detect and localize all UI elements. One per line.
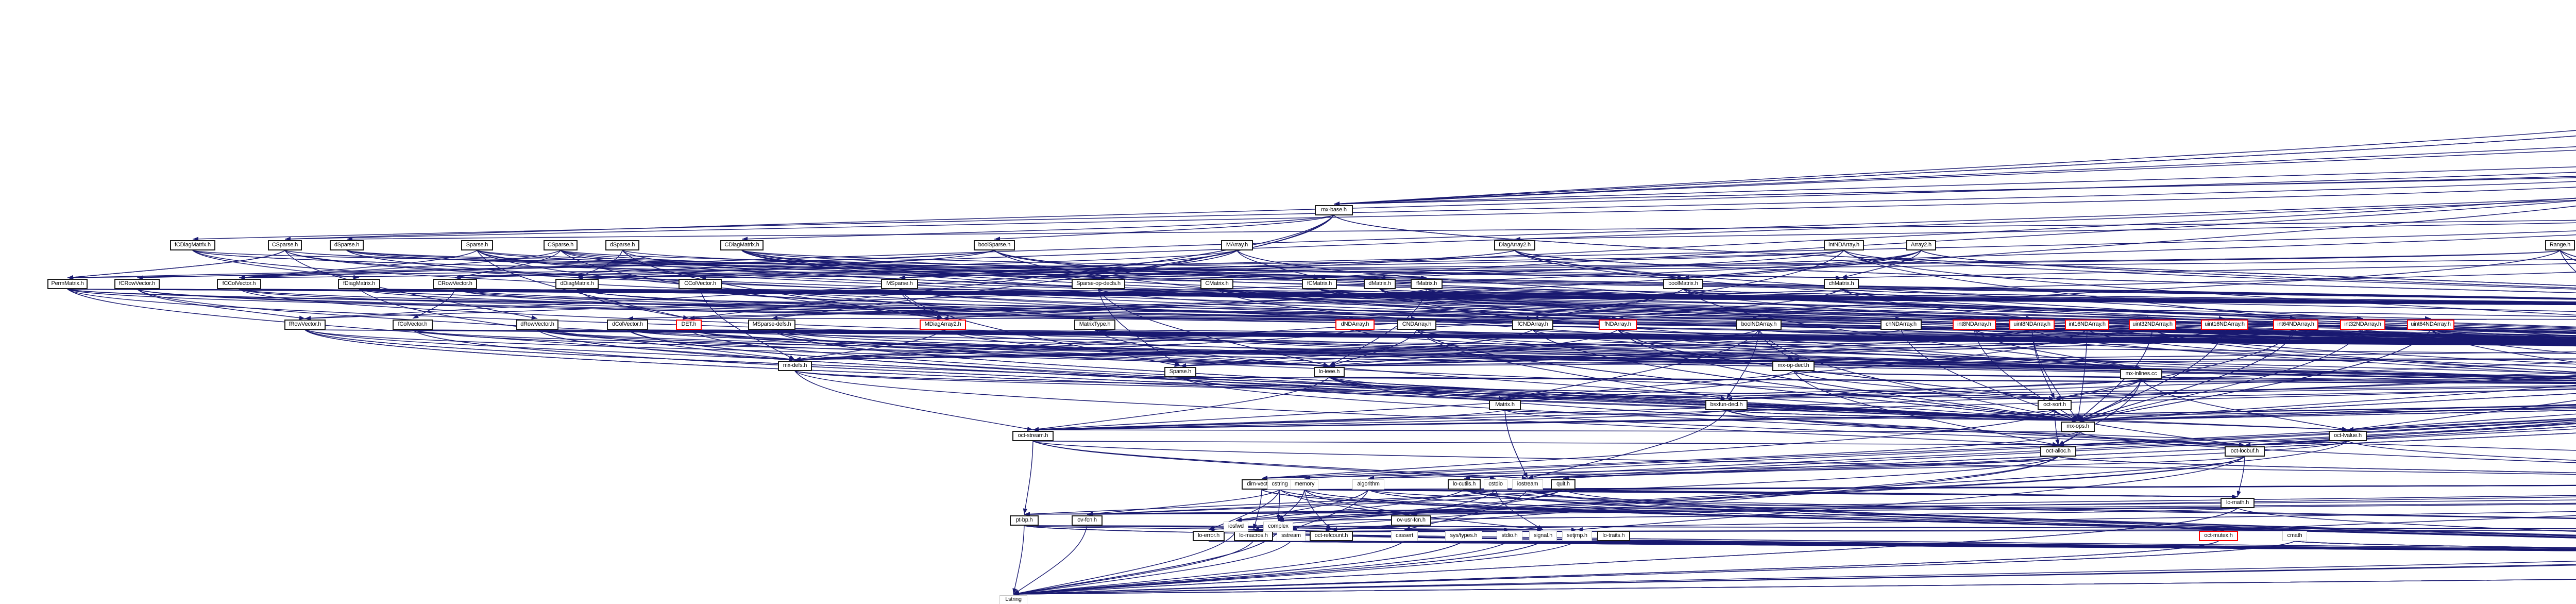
graph-node-oct-refcount-h[interactable]: oct-refcount.h [1310,531,1353,541]
graph-node-mdiagarray2-h[interactable]: MDiagArray2.h [920,320,966,330]
graph-node-array2-h[interactable]: Array2.h [1906,240,1936,250]
graph-node-fcolvector-h[interactable]: fColVector.h [393,320,433,330]
graph-node-boolmatrix-h[interactable]: boolMatrix.h [1663,279,1703,289]
graph-node-int64ndarray-h[interactable]: int64NDArray.h [2273,320,2318,330]
graph-node-iostream[interactable]: iostream [1512,479,1543,490]
graph-node-fccolvector-h[interactable]: fCColVector.h [217,279,261,289]
graph-node-uint32ndarray-h[interactable]: uint32NDArray.h [2129,320,2176,330]
graph-node-cdiagmatrix-h[interactable]: CDiagMatrix.h [720,240,764,250]
graph-node-dcolvector-h[interactable]: dColVector.h [607,320,648,330]
graph-node-lo-math-h[interactable]: lo-math.h [2221,498,2255,508]
graph-node-fcdiagmatrix-h[interactable]: fCDiagMatrix.h [170,240,215,250]
graph-node-fcrowvector-h[interactable]: fCRowVector.h [114,279,160,289]
graph-node-stdio-h[interactable]: stdio.h [1497,531,1522,541]
graph-node-oct-lvalue[interactable]: oct-lvalue.h [2329,431,2367,441]
graph-node-boolndarray-h[interactable]: boolNDArray.h [1736,320,1782,330]
graph-node-diagarray2-h[interactable]: DiagArray2.h [1494,240,1535,250]
graph-node-dndarray-h[interactable]: dNDArray.h [1335,320,1375,330]
graph-node-pt-eval-fwd[interactable]: Matrix.h [1489,400,1521,410]
graph-node-quit-h[interactable]: quit.h [1551,479,1575,490]
graph-node-fcmatrix-h[interactable]: fCMatrix.h [1302,279,1337,289]
graph-node-mx-inlines-cc[interactable]: mx-inlines.cc [2120,369,2162,379]
graph-node-boolsparse-h[interactable]: boolSparse.h [974,240,1015,250]
graph-node-det-h[interactable]: DET.h [676,320,702,330]
graph-node-dsparse2-h[interactable]: dSparse.h [605,240,639,250]
graph-node-oct-locbuf-h[interactable]: oct-locbuf.h [2225,446,2265,457]
graph-node-uint64ndarray-h[interactable]: uint64NDArray.h [2407,320,2454,330]
graph-node-uint8ndarray-h[interactable]: uint8NDArray.h [2009,320,2055,330]
graph-node-bsxfun[interactable]: bsxfun-decl.h [1705,400,1748,410]
graph-node-mx-base-h[interactable]: mx-base.h [1315,205,1353,215]
graph-node-memory[interactable]: memory [1291,479,1318,490]
graph-node-fmatrix-h[interactable]: fMatrix.h [1411,279,1443,289]
graph-node-permmatrix-h[interactable]: PermMatrix.h [47,279,88,289]
graph-node-crowvector-h[interactable]: CRowVector.h [433,279,477,289]
graph-node-sys-types-h[interactable]: sys/types.h [1445,531,1482,541]
graph-node-lo-ieee-h[interactable]: lo-ieee.h [1314,367,1345,377]
graph-node-msparse-defs-h[interactable]: MSparse-defs.h [748,320,795,330]
graph-node-matrixtype-h[interactable]: MatrixType.h [1074,320,1115,330]
graph-node-lstring[interactable]: Lstring [999,595,1027,604]
graph-node-uint16ndarray-h[interactable]: uint16NDArray.h [2201,320,2248,330]
graph-node-drowvector-h[interactable]: dRowVector.h [516,320,558,330]
graph-node-mx-ops-h[interactable]: mx-ops.h [2061,422,2095,432]
graph-node-lo-traits-h[interactable]: lo-traits.h [1597,531,1630,541]
graph-node-fcndarray-h[interactable]: fCNDArray.h [1512,320,1553,330]
graph-node-cstdio[interactable]: cstdio [1484,479,1507,490]
graph-node-ov-usr-fcn[interactable]: ov-usr-fcn.h [1391,515,1431,526]
graph-node-dmatrix-h[interactable]: dMatrix.h [1364,279,1396,289]
graph-node-cmath[interactable]: cmath [2282,531,2307,541]
graph-node-sparse-op-decls-h[interactable]: Sparse-op-decls.h [1072,279,1125,289]
graph-node-fndarray-h[interactable]: fNDArray.h [1599,320,1637,330]
graph-node-signal-h[interactable]: signal.h [1529,531,1557,541]
graph-node-dsparse-h[interactable]: dSparse.h [330,240,364,250]
graph-node-csparse2-h[interactable]: CSparse.h [544,240,578,250]
graph-node-int32ndarray-h[interactable]: int32NDArray.h [2340,320,2385,330]
graph-node-oct-mutex-h[interactable]: oct-mutex.h [2199,531,2238,541]
graph-node-marray-h[interactable]: MArray.h [1221,240,1253,250]
graph-node-int8ndarray-h[interactable]: int8NDArray.h [1953,320,1996,330]
graph-node-range-h[interactable]: Range.h [2545,240,2575,250]
graph-node-cndarray-h[interactable]: CNDArray.h [1397,320,1436,330]
graph-node-chndarray-h[interactable]: chNDArray.h [1880,320,1922,330]
graph-node-cassert[interactable]: cassert [1391,531,1418,541]
graph-node-complex[interactable]: complex [1263,522,1293,532]
graph-node-int16ndarray-h[interactable]: int16NDArray.h [2065,320,2109,330]
graph-node-sstream[interactable]: sstream [1277,531,1306,541]
graph-node-pt-bp[interactable]: pt-bp.h [1010,515,1039,526]
graph-node-fdiagmatrix-h[interactable]: fDiagMatrix.h [338,279,380,289]
graph-node-lo-cutils-h[interactable]: lo-cutils.h [1448,479,1481,490]
graph-node-frowvector-h[interactable]: fRowVector.h [284,320,326,330]
graph-node-mx-defs-h[interactable]: mx-defs.h [778,361,812,371]
graph-node-intndarray-h[interactable]: intNDArray.h [1824,240,1864,250]
graph-node-cmatrix-h[interactable]: CMatrix.h [1200,279,1233,289]
graph-node-sparse-h[interactable]: Sparse.h [461,240,493,250]
graph-node-lo-macros-h[interactable]: lo-macros.h [1234,531,1273,541]
graph-node-setjmp-h[interactable]: setjmp.h [1562,531,1592,541]
graph-node-cstring[interactable]: cstring [1267,479,1292,490]
graph-node-algorithm[interactable]: algorithm [1352,479,1384,490]
graph-node-mx-op-decl-h[interactable]: mx-op-decl.h [1772,361,1815,371]
graph-node-msparse-h[interactable]: MSparse.h [881,279,918,289]
graph-node-ccolvector-h[interactable]: CColVector.h [679,279,722,289]
graph-node-csparse-h[interactable]: CSparse.h [268,240,302,250]
graph-node-ov-fcn[interactable]: ov-fcn.h [1072,515,1103,526]
graph-node-oct-stream[interactable]: oct-stream.h [1012,431,1054,441]
graph-node-lo-error-h[interactable]: lo-error.h [1193,531,1225,541]
graph-node-sparse2-h[interactable]: Sparse.h [1164,367,1196,377]
graph-node-chmatrix-h[interactable]: chMatrix.h [1824,279,1859,289]
graph-node-oct-sort-h[interactable]: oct-sort.h [2038,400,2072,410]
graph-node-ddiagmatrix-h[interactable]: dDiagMatrix.h [555,279,599,289]
graph-node-iosfwd[interactable]: iosfwd [1224,522,1248,532]
graph-node-oct-alloc-h[interactable]: oct-alloc.h [2040,446,2076,457]
